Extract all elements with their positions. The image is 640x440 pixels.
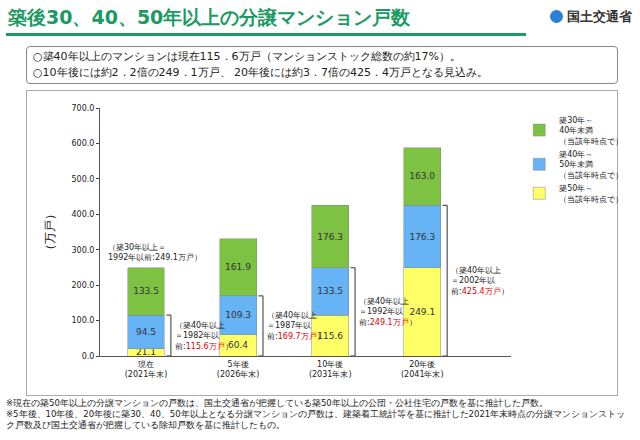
html-text:○10年後には約2．2倍の249．1万戸、 20年後には約3: ○10年後には約2．2倍の249．1万戸、 20年後には約3．7倍の425．4万… xyxy=(33,66,489,79)
svg-text:築40年～50年未満（当該年時点で）: 築40年～50年未満（当該年時点で） xyxy=(559,150,623,180)
html-text:※現在の築50年以上の分譲マンションの戸数は、国土交通省が把: ※現在の築50年以上の分譲マンションの戸数は、国土交通省が把握している築50年以… xyxy=(6,398,548,408)
svg-text:94.5: 94.5 xyxy=(136,327,156,337)
svg-text:（築40年以上＝1987年以前:169.7万戸）: （築40年以上＝1987年以前:169.7万戸） xyxy=(267,311,325,341)
svg-text:400.0: 400.0 xyxy=(71,210,94,219)
svg-text:21.1: 21.1 xyxy=(136,347,156,357)
svg-text:築50年～（当該年時点で）: 築50年～（当該年時点で） xyxy=(559,184,623,203)
svg-text:（築40年以上＝1982年以前:115.6万戸）: （築40年以上＝1982年以前:115.6万戸） xyxy=(175,321,233,351)
svg-text:築30年～40年未満（当該年時点で）: 築30年～40年未満（当該年時点で） xyxy=(559,116,623,146)
svg-text:300.0: 300.0 xyxy=(71,246,94,255)
svg-text:161.9: 161.9 xyxy=(225,262,251,272)
svg-text:249.1: 249.1 xyxy=(409,307,435,317)
svg-text:163.0: 163.0 xyxy=(409,171,435,181)
svg-text:133.5: 133.5 xyxy=(317,286,343,296)
svg-text:（築40年以上＝2002年以前:425.4万戸）: （築40年以上＝2002年以前:425.4万戸） xyxy=(451,266,509,296)
svg-text:133.5: 133.5 xyxy=(133,286,159,296)
html-text:国土交通省: 国土交通省 xyxy=(567,9,632,24)
svg-text:0.0: 0.0 xyxy=(82,352,95,361)
svg-text:（築40年以上＝1992年以前:249.1万戸）: （築40年以上＝1992年以前:249.1万戸） xyxy=(359,297,417,327)
svg-text:（築30年以上＝1992年以前:249.1万戸）: （築30年以上＝1992年以前:249.1万戸） xyxy=(108,243,202,262)
svg-text:109.3: 109.3 xyxy=(225,310,251,320)
svg-text:5年後(2026年末): 5年後(2026年末) xyxy=(217,360,260,379)
html-text:築後30、40、50年以上の分譲マンション戸数: 築後30、40、50年以上の分譲マンション戸数 xyxy=(8,6,411,28)
svg-text:（万戸）: （万戸） xyxy=(43,208,57,256)
svg-text:60.4: 60.4 xyxy=(228,340,248,350)
svg-text:600.0: 600.0 xyxy=(71,139,94,148)
html-text:※5年後、10年後、20年後に築30、40、50年以上となる: ※5年後、10年後、20年後に築30、40、50年以上となる分譲マンションの戸数… xyxy=(6,409,626,430)
svg-text:20年後(2041年末): 20年後(2041年末) xyxy=(401,360,444,379)
svg-text:200.0: 200.0 xyxy=(71,281,94,290)
html-text:○築40年以上のマンションは現在115．6万戸（マンションス: ○築40年以上のマンションは現在115．6万戸（マンションストック総数の約17%… xyxy=(33,50,461,63)
svg-text:現在(2021年末): 現在(2021年末) xyxy=(125,360,168,379)
svg-text:115.6: 115.6 xyxy=(317,331,343,341)
svg-text:100.0: 100.0 xyxy=(71,316,94,325)
svg-text:500.0: 500.0 xyxy=(71,175,94,184)
svg-text:176.3: 176.3 xyxy=(409,232,435,242)
svg-text:700.0: 700.0 xyxy=(71,104,94,113)
svg-text:176.3: 176.3 xyxy=(317,232,343,242)
svg-text:10年後(2031年末): 10年後(2031年末) xyxy=(309,360,352,379)
